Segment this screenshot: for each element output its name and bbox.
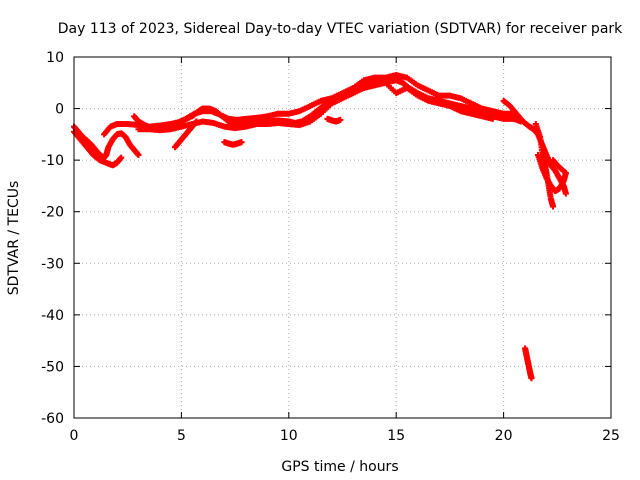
series-arc-11 bbox=[534, 151, 569, 195]
y-tick-label: 10 bbox=[46, 50, 64, 66]
series-arc-2 bbox=[71, 128, 125, 169]
data-point bbox=[550, 203, 557, 210]
series-arc-12 bbox=[522, 345, 535, 382]
series-arc-7 bbox=[221, 139, 245, 148]
y-tick-label: -60 bbox=[41, 411, 64, 427]
y-tick-label: -40 bbox=[41, 308, 64, 324]
data-point bbox=[118, 154, 125, 161]
y-axis-label: SDTVAR / TECUs bbox=[6, 181, 22, 296]
data-point bbox=[550, 157, 557, 164]
series-arc-5 bbox=[135, 77, 496, 134]
series-arc-8 bbox=[324, 115, 344, 125]
data-point bbox=[562, 190, 569, 197]
y-tick-label: -20 bbox=[41, 205, 64, 221]
x-axis-label: GPS time / hours bbox=[281, 459, 398, 475]
x-tick-label: 25 bbox=[602, 428, 620, 444]
plot-frame bbox=[73, 56, 612, 419]
y-tick-label: -50 bbox=[41, 359, 64, 375]
data-point bbox=[193, 118, 200, 125]
x-tick-label: 10 bbox=[280, 428, 298, 444]
x-tick-label: 20 bbox=[495, 428, 513, 444]
data-point bbox=[528, 375, 535, 382]
x-tick-label: 5 bbox=[177, 428, 186, 444]
series-arc-6 bbox=[171, 118, 200, 151]
axes: 0 5 10 15 20 25 -60 -50 -40 -30 -20 -10 0 10 bbox=[41, 50, 620, 444]
data-points bbox=[71, 72, 569, 382]
data-point bbox=[489, 115, 496, 122]
x-tick-label: 0 bbox=[70, 428, 79, 444]
y-tick-label: -30 bbox=[41, 256, 64, 272]
y-tick-label: -10 bbox=[41, 153, 64, 169]
series-arc-1 bbox=[71, 123, 142, 161]
chart-title: Day 113 of 2023, Sidereal Day-to-day VTE… bbox=[58, 21, 623, 37]
data-point bbox=[337, 116, 344, 123]
data-point bbox=[135, 151, 142, 158]
x-tick-label: 15 bbox=[387, 428, 405, 444]
data-point bbox=[238, 139, 245, 146]
y-tick-label: 0 bbox=[55, 102, 64, 118]
